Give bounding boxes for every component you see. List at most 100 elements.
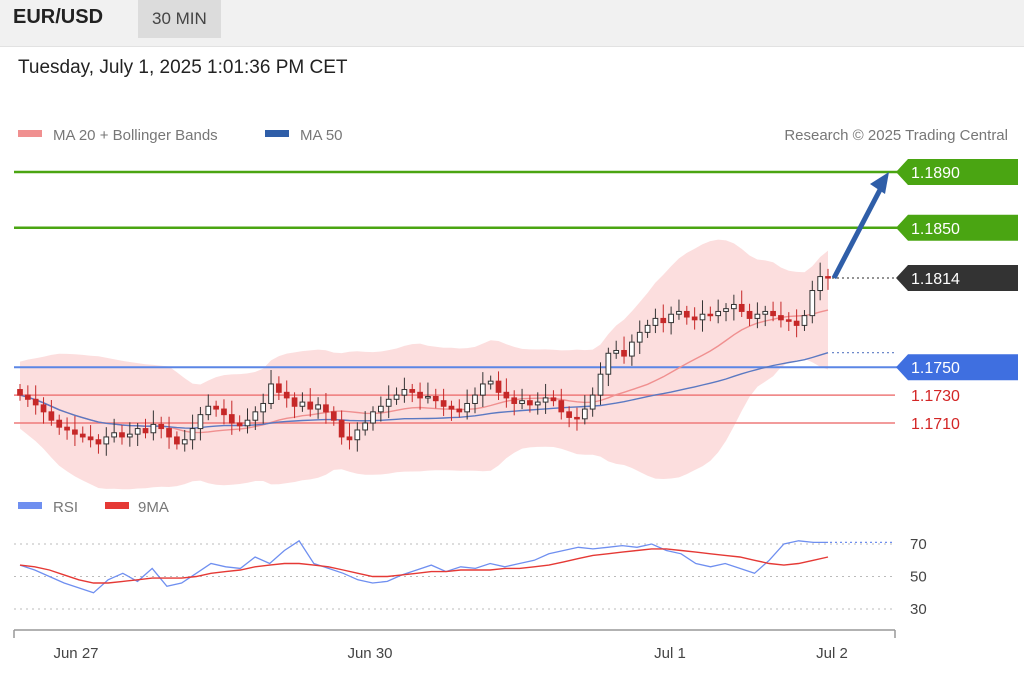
- candle: [354, 422, 361, 452]
- bollinger-band-area: [20, 239, 828, 490]
- candle-body: [338, 419, 345, 438]
- candle-body: [558, 400, 565, 413]
- candle: [221, 399, 227, 425]
- candle-body: [87, 436, 94, 441]
- candle: [762, 305, 769, 327]
- rsi-tick-label: 50: [910, 569, 927, 586]
- candle-body: [64, 426, 70, 431]
- candle: [24, 385, 31, 407]
- candle-body: [174, 436, 180, 445]
- candle-body: [189, 428, 196, 441]
- forecast-arrow-head: [870, 172, 889, 194]
- candle-body: [236, 422, 243, 427]
- candle-body: [715, 310, 722, 317]
- candle: [581, 395, 588, 425]
- candle: [754, 302, 761, 329]
- candle-body: [589, 394, 596, 410]
- level-1-1750-label: 1.1750: [911, 360, 960, 377]
- candle-body: [817, 276, 824, 292]
- candle: [307, 388, 314, 417]
- candle-body: [495, 380, 502, 393]
- candle: [440, 388, 447, 417]
- level-labels: 1.1890 1.1850 1.1814 1.1750 1.1730 1.1710: [896, 159, 1018, 433]
- candle: [707, 306, 714, 322]
- candle: [801, 310, 808, 331]
- level-1-1814-tag: [896, 264, 1018, 291]
- candle-body: [793, 320, 800, 326]
- candle-body: [723, 308, 729, 312]
- rsi-tick-label: 70: [910, 536, 927, 553]
- candle-body: [401, 389, 408, 396]
- candle-body: [731, 303, 737, 310]
- candle-body: [393, 394, 400, 400]
- candle-body: [315, 404, 321, 410]
- candle: [511, 390, 518, 416]
- candle: [330, 406, 337, 426]
- candle-body: [48, 411, 55, 421]
- candle: [315, 397, 321, 419]
- candle-body: [566, 411, 572, 418]
- candle-body: [425, 396, 431, 399]
- candle-body: [95, 439, 102, 445]
- candle-body: [691, 316, 698, 321]
- candle-body: [72, 429, 78, 435]
- rsi-legend-swatch: [18, 502, 42, 509]
- candle-body: [519, 400, 525, 404]
- candle: [676, 299, 682, 320]
- timeframe-tab[interactable]: 30 MIN: [138, 0, 221, 38]
- time-axis-labels: Jun 27 Jun 30 Jul 1 Jul 2: [53, 645, 847, 662]
- candle: [479, 372, 486, 407]
- candle: [464, 389, 470, 420]
- candle-body: [542, 397, 549, 403]
- candle-body: [574, 416, 580, 420]
- ma50-legend-swatch: [265, 130, 289, 137]
- candle: [166, 416, 172, 449]
- candle: [87, 425, 94, 448]
- candle-body: [417, 391, 423, 399]
- candle-body: [126, 433, 133, 438]
- candle: [652, 308, 659, 334]
- candle: [644, 319, 651, 338]
- candle: [393, 387, 400, 405]
- candle-body: [456, 408, 463, 413]
- candle: [683, 305, 690, 325]
- candle: [174, 431, 180, 450]
- candle-body: [652, 317, 659, 326]
- candle-body: [432, 396, 439, 402]
- time-axis-label: Jun 30: [347, 645, 392, 662]
- candle: [79, 426, 86, 443]
- rsi-panel: 70 50 30: [14, 536, 927, 618]
- candle: [691, 307, 698, 330]
- candle-body: [244, 419, 251, 427]
- candle-body: [370, 411, 376, 424]
- candle: [668, 306, 674, 335]
- rsi-tick-label: 30: [910, 601, 927, 618]
- level-1-1890-tag: [896, 159, 1018, 185]
- ma20-legend-swatch: [18, 130, 42, 137]
- candle: [621, 336, 627, 364]
- candle: [534, 392, 541, 415]
- candle: [401, 377, 408, 403]
- candle-body: [621, 349, 627, 357]
- candle: [134, 423, 141, 447]
- candle-body: [738, 303, 745, 312]
- candle: [699, 300, 706, 332]
- candle-body: [668, 313, 674, 324]
- candle-body: [778, 315, 784, 321]
- candle: [527, 395, 533, 413]
- candle: [558, 388, 565, 420]
- candle-body: [511, 397, 518, 404]
- candle-body: [746, 310, 753, 319]
- candle: [64, 417, 70, 440]
- candle: [338, 410, 345, 445]
- time-axis-label: Jun 27: [53, 645, 98, 662]
- candle: [715, 299, 722, 324]
- candle-body: [79, 433, 86, 438]
- symbol-label: EUR/USD: [13, 6, 104, 28]
- candle: [56, 414, 63, 435]
- candle: [825, 268, 831, 290]
- candle-body: [299, 401, 306, 407]
- candle: [723, 303, 729, 322]
- candlesticks: [17, 262, 831, 456]
